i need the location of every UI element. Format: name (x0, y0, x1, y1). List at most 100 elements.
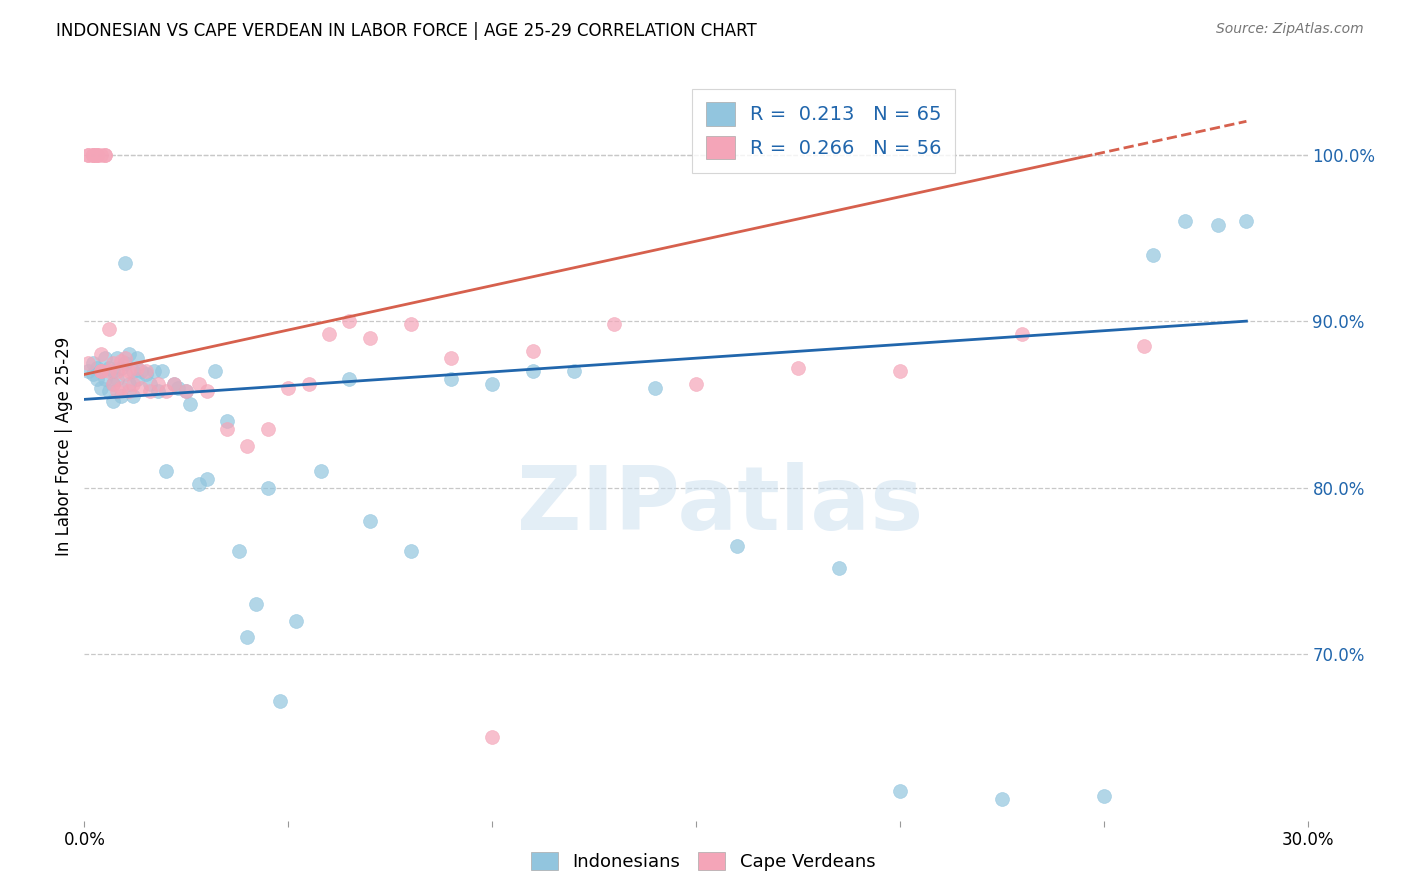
Point (1011, 327, 1033, 342)
Point (77, 364, 100, 378)
Point (195, 472, 218, 486)
Point (97, 360, 120, 375)
Point (118, 377, 141, 392)
Point (298, 377, 321, 392)
Point (138, 377, 160, 392)
Point (90, 147, 112, 161)
Point (889, 364, 911, 378)
Point (86, 147, 108, 161)
Text: ZIPatlas: ZIPatlas (517, 462, 924, 549)
Point (174, 384, 197, 398)
Point (1206, 218, 1229, 232)
Point (135, 368, 157, 382)
Point (440, 372, 463, 386)
Point (236, 439, 259, 453)
Point (90, 381, 112, 395)
Point (277, 381, 299, 395)
Point (195, 384, 218, 398)
Point (110, 360, 132, 375)
Point (155, 464, 177, 478)
Point (110, 381, 132, 395)
Point (1133, 339, 1156, 353)
Point (105, 372, 128, 386)
Point (359, 331, 381, 345)
Point (93, 351, 115, 365)
Point (82, 147, 104, 161)
Point (481, 377, 503, 392)
Point (118, 364, 141, 378)
Point (991, 792, 1014, 806)
Point (131, 381, 153, 395)
Point (787, 360, 810, 375)
Point (187, 377, 209, 392)
Point (110, 389, 132, 403)
Point (105, 351, 128, 365)
Point (135, 364, 157, 378)
Point (257, 481, 280, 495)
Point (114, 356, 136, 370)
Point (131, 364, 153, 378)
Point (1092, 789, 1115, 803)
Point (101, 377, 124, 392)
Point (122, 389, 145, 403)
Point (97, 364, 120, 378)
Point (228, 544, 250, 558)
Point (174, 384, 197, 398)
Point (114, 368, 136, 382)
Point (318, 327, 340, 342)
Point (685, 377, 707, 392)
Point (1236, 214, 1258, 228)
Point (97, 322, 120, 336)
Point (163, 377, 186, 392)
Point (110, 354, 132, 368)
Point (90, 364, 112, 378)
Point (269, 694, 291, 708)
Point (146, 384, 169, 398)
Point (236, 631, 259, 645)
Point (339, 372, 361, 386)
Point (309, 464, 332, 478)
Point (522, 364, 544, 378)
Point (399, 544, 422, 558)
Point (97, 384, 120, 398)
Point (725, 539, 748, 553)
Point (93, 147, 115, 161)
Point (155, 384, 177, 398)
Point (86, 360, 108, 375)
Point (245, 597, 267, 611)
Point (118, 384, 141, 398)
Point (1142, 247, 1164, 261)
Legend: Indonesians, Cape Verdeans: Indonesians, Cape Verdeans (523, 845, 883, 879)
Point (339, 314, 361, 328)
Point (146, 377, 169, 392)
Point (82, 147, 104, 161)
Point (90, 364, 112, 378)
Y-axis label: In Labor Force | Age 25-29: In Labor Force | Age 25-29 (55, 336, 73, 556)
Point (285, 614, 308, 628)
Point (118, 347, 141, 361)
Point (150, 364, 173, 378)
Point (481, 731, 503, 745)
Point (562, 364, 585, 378)
Point (644, 381, 666, 395)
Point (93, 147, 115, 161)
Point (217, 422, 239, 436)
Point (77, 356, 100, 370)
Point (101, 364, 124, 378)
Point (90, 364, 112, 378)
Point (101, 394, 124, 409)
Point (603, 318, 626, 332)
Point (77, 147, 100, 161)
Point (82, 368, 104, 382)
Point (399, 318, 422, 332)
Point (889, 783, 911, 797)
Point (440, 351, 463, 365)
Point (90, 347, 112, 361)
Point (86, 147, 108, 161)
Legend: R =  0.213   N = 65, R =  0.266   N = 56: R = 0.213 N = 65, R = 0.266 N = 56 (692, 88, 955, 173)
Point (217, 414, 239, 428)
Point (101, 356, 124, 370)
Point (828, 560, 851, 574)
Point (257, 422, 280, 436)
Point (114, 256, 136, 270)
